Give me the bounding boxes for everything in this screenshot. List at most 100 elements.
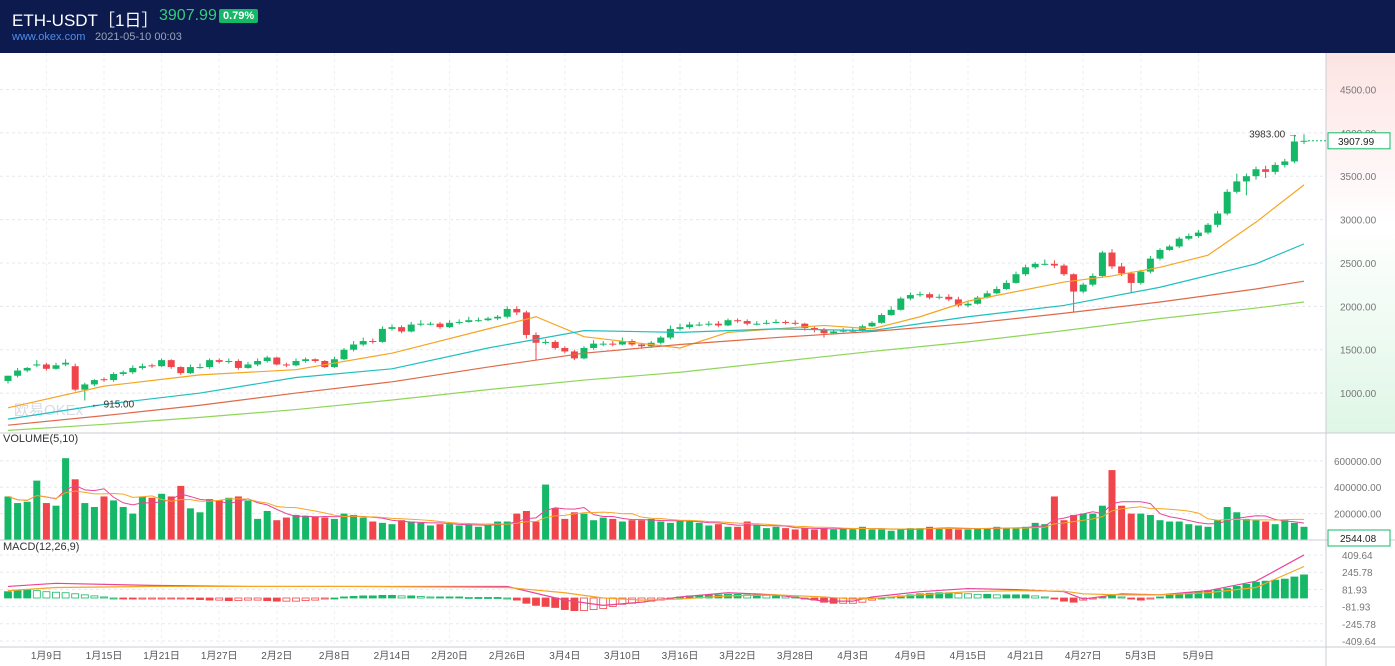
macd-bar [1117,596,1126,599]
volume-bar [964,529,972,540]
candle-body [81,384,89,390]
macd-bar [464,597,473,599]
axes: 4500.004000.003500.003000.002500.002000.… [0,53,1395,666]
volume-bar [599,517,607,540]
candle-body [1281,161,1289,165]
candle-body [398,327,406,332]
candle-body [734,320,742,322]
volume-bar [1262,521,1270,540]
volume-bar [4,496,12,540]
candle-body [1175,238,1183,247]
volume-bar [580,513,588,540]
macd-bar [493,597,502,599]
volume-bar [1002,528,1010,540]
candle-body [839,330,847,332]
volume-bar [494,521,502,540]
volume-bar [206,499,214,540]
volume-bar [23,501,31,540]
volume-bar [148,497,156,540]
macd-bar [244,597,252,601]
volume-tick-label: 200000.00 [1334,510,1382,521]
candle-body [33,364,41,366]
volume-bar [532,521,540,540]
symbol-title[interactable]: ETH-USDT［1日］ [12,11,159,30]
candle-body [1098,252,1106,276]
candle-body [1002,282,1010,289]
volume-bar [1242,518,1250,540]
volume-bar [110,500,118,540]
max-price-label: 3983.00 → [1249,129,1298,140]
candle-body [791,322,799,324]
volume-bar [100,496,108,540]
min-price-label: ← 915.00 [91,399,135,410]
volume-bar [138,496,146,540]
candle-body [244,364,252,368]
macd-bar [580,597,588,611]
volume-bar [1156,520,1164,540]
grid [0,53,1325,647]
macd-bar [551,597,560,608]
macd-bar [992,594,1001,599]
macd-bar [119,597,128,600]
macd-bar [128,597,137,600]
macd-bar [186,597,195,600]
macd-bar [320,597,329,600]
volume-bar [714,524,722,540]
macd-bar [167,597,176,600]
candle-body [666,328,674,338]
time-tick-label: 3月22日 [719,650,756,662]
candle-body [455,321,463,323]
macd-bar [148,597,156,600]
volume-bar [878,529,886,540]
macd-bar [71,593,80,599]
volume-bar [388,524,396,540]
volume-bar [1185,524,1193,540]
candle-body [254,360,262,365]
candle-body [282,364,290,366]
candle-body [561,347,569,352]
candle-body [417,323,425,325]
volume-bar [676,520,684,540]
time-tick-label: 3月16日 [662,650,699,662]
candle-body [1223,191,1231,214]
macd-bar [1223,588,1232,599]
candle-body [618,341,626,345]
macd-bar [1156,596,1164,599]
candle-body [542,341,550,343]
candle-body [100,379,108,381]
candle-body [1127,273,1135,283]
macd-bar [1108,595,1116,599]
candle-body [484,318,492,321]
macd-bar [224,597,233,602]
time-tick-label: 2月8日 [319,650,350,662]
volume-bar [618,521,626,540]
macd-bar [599,597,608,609]
candle-body [830,331,838,334]
macd-bar [311,597,320,601]
volume-bar [417,522,425,540]
volume-bar [321,517,329,540]
macd-bar [983,593,992,599]
time-tick-label: 5月3日 [1125,650,1156,662]
chart-canvas[interactable]: 欧易OKEx 4500.004000.003500.003000.002500.… [0,53,1395,666]
volume-bar [1137,513,1145,540]
volume-bar [81,503,89,540]
ma-line [7,280,1305,426]
volume-bar [791,529,799,540]
volume-bar [52,505,60,540]
macd-tick-label: -245.78 [1342,620,1376,631]
candle-body [129,367,137,373]
macd-bar [1060,597,1068,602]
volume-last-label: 2544.08 [1340,534,1377,545]
macd-bar [916,593,924,599]
macd-bar [455,596,464,599]
volume-bar [177,485,185,540]
macd-bar [1021,594,1030,599]
macd-bar [1050,597,1059,600]
macd-bar [138,597,147,600]
volume-bar [734,526,742,540]
candle-body [686,324,694,328]
candle-body [1214,213,1222,225]
macd-bar [23,589,32,599]
site-link[interactable]: www.okex.com [12,31,86,43]
